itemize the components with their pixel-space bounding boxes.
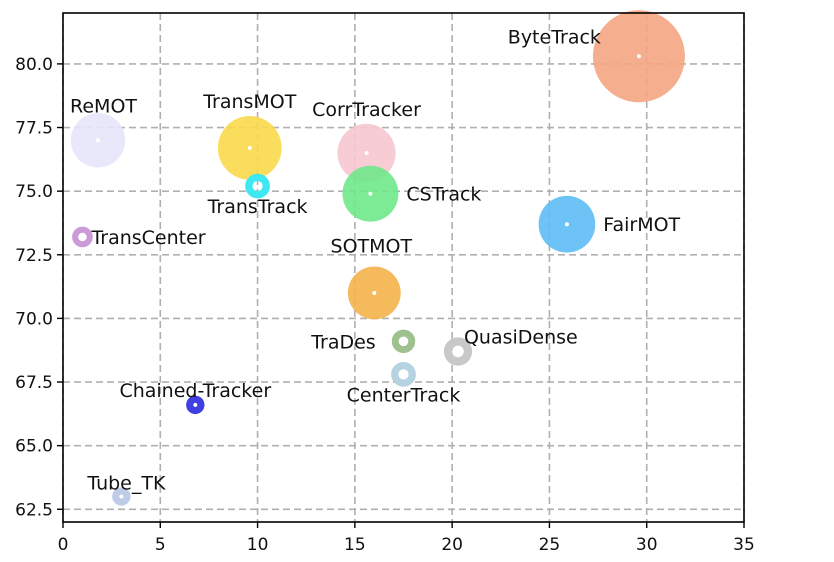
x-tick-label: 35 <box>733 535 755 555</box>
point-center-dot <box>96 138 101 143</box>
y-tick-label: 62.5 <box>15 500 53 520</box>
point-label: TransCenter <box>90 227 205 249</box>
point-center-dot <box>368 191 373 196</box>
y-tick-label: 65.0 <box>15 437 53 457</box>
x-tick-label: 5 <box>155 535 166 555</box>
point-label: QuasiDense <box>464 326 578 348</box>
point-center-dot <box>364 150 369 155</box>
y-tick-label: 80.0 <box>15 55 53 75</box>
point-label: Chained-Tracker <box>119 380 271 402</box>
point-center-dot <box>119 494 124 499</box>
y-tick-label: 67.5 <box>15 373 53 393</box>
point-label: TransMOT <box>202 91 297 113</box>
scatter-point <box>72 226 93 248</box>
point-label: CorrTracker <box>312 99 421 121</box>
y-tick-label: 77.5 <box>15 119 53 139</box>
point-center-dot <box>247 145 252 150</box>
data-points <box>70 10 685 506</box>
point-label: TransTrack <box>207 196 308 218</box>
point-center-dot <box>372 290 377 295</box>
point-label: TraDes <box>310 331 376 353</box>
point-center-dot <box>564 222 569 227</box>
point-label: CenterTrack <box>347 384 461 406</box>
point-center-dot <box>636 54 641 59</box>
point-label: FairMOT <box>603 214 680 236</box>
y-tick-label: 75.0 <box>15 182 53 202</box>
x-tick-label: 30 <box>636 535 658 555</box>
point-label: ReMOT <box>70 95 137 117</box>
scatter-point <box>391 362 416 387</box>
x-tick-label: 0 <box>58 535 69 555</box>
point-label: SOTMOT <box>331 236 413 258</box>
x-tick-label: 15 <box>344 535 366 555</box>
point-label: Tube_TK <box>86 473 166 495</box>
point-center-dot <box>193 402 198 407</box>
x-tick-label: 25 <box>539 535 561 555</box>
point-label: ByteTrack <box>508 27 601 49</box>
scatter-point <box>443 337 473 366</box>
y-tick-label: 72.5 <box>15 246 53 266</box>
point-label: CSTrack <box>406 184 481 206</box>
x-tick-label: 10 <box>247 535 269 555</box>
point-labels: ByteTrack ReMOT TransMOT CorrTracker TransTr… <box>70 27 681 495</box>
scatter-point <box>245 173 270 199</box>
plot-area-frame <box>62 12 745 523</box>
axis-ticks: 0 5 10 15 20 25 30 35 62.5 65.0 67.5 70.0 72.5 75.0 77… <box>15 55 755 555</box>
x-tick-label: 20 <box>441 535 463 555</box>
y-tick-label: 70.0 <box>15 309 53 329</box>
scatter-point <box>391 329 416 354</box>
